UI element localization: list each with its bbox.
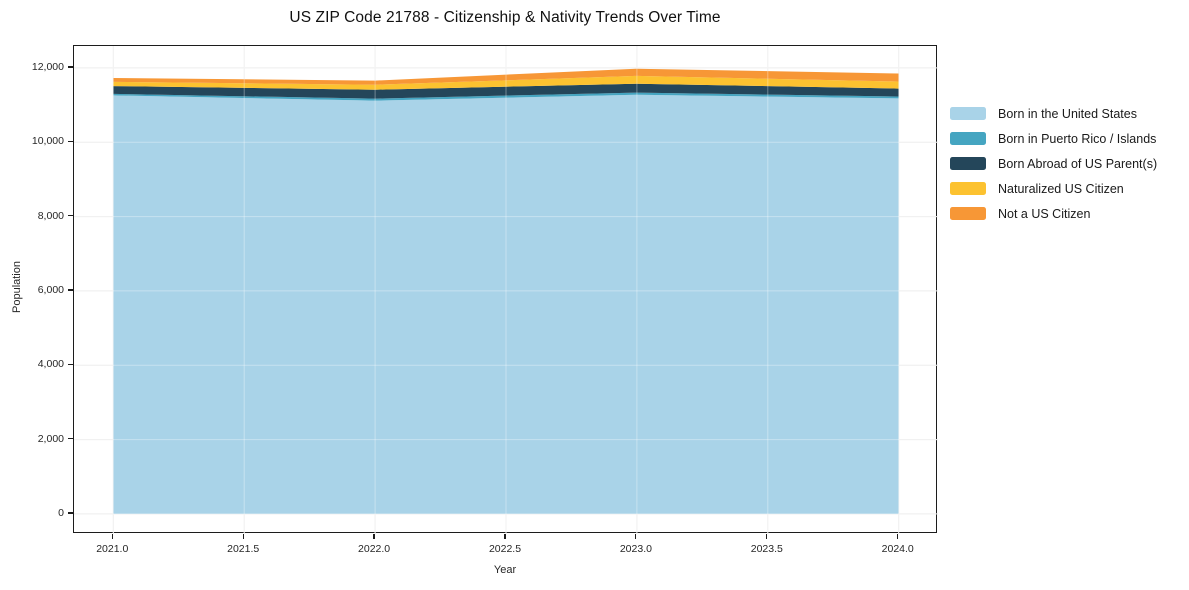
legend-label: Naturalized US Citizen <box>998 181 1124 196</box>
x-tick-mark <box>766 534 768 539</box>
x-tick-label: 2024.0 <box>881 543 914 555</box>
legend-item-born-abroad-of-us-parent-s: Born Abroad of US Parent(s) <box>950 151 1157 176</box>
legend-label: Born in the United States <box>998 106 1137 121</box>
area-naturalized-us-citizen <box>113 75 899 90</box>
area-born-in-the-united-states <box>113 94 899 514</box>
y-tick-label: 2,000 <box>37 432 64 445</box>
x-tick-mark <box>373 534 375 539</box>
legend-swatch-icon <box>950 107 986 120</box>
y-tick-mark <box>68 66 73 68</box>
y-tick-mark <box>68 214 73 217</box>
stacked-area-chart <box>74 46 938 534</box>
x-tick-mark <box>111 534 113 539</box>
chart-title: US ZIP Code 21788 - Citizenship & Nativi… <box>289 9 721 26</box>
legend-item-born-in-the-united-states: Born in the United States <box>950 101 1157 126</box>
y-tick-label: 4,000 <box>37 358 64 371</box>
legend-item-not-a-us-citizen: Not a US Citizen <box>950 201 1157 226</box>
area-born-abroad-of-us-parent-s <box>113 83 899 99</box>
y-tick-mark <box>68 512 73 514</box>
legend-swatch-icon <box>950 182 986 195</box>
y-tick-label: 10,000 <box>31 135 64 148</box>
legend-item-born-in-puerto-rico-islands: Born in Puerto Rico / Islands <box>950 126 1157 151</box>
x-tick-label: 2022.5 <box>488 543 522 555</box>
area-not-a-us-citizen <box>113 68 899 85</box>
x-tick-mark <box>242 534 244 539</box>
plot-area <box>73 45 938 534</box>
x-tick-label: 2021.0 <box>96 543 129 555</box>
y-tick-label: 12,000 <box>31 60 64 73</box>
x-tick-mark <box>635 534 637 539</box>
x-tick-label: 2023.5 <box>750 543 783 555</box>
y-axis-label: Population <box>11 261 23 313</box>
x-tick-label: 2023.0 <box>619 543 652 555</box>
legend-swatch-icon <box>950 207 986 220</box>
y-tick-label: 8,000 <box>37 209 64 222</box>
area-born-in-puerto-rico-islands <box>113 92 899 101</box>
legend-item-naturalized-us-citizen: Naturalized US Citizen <box>950 176 1157 201</box>
x-tick-label: 2021.5 <box>227 543 260 555</box>
y-tick-mark <box>68 140 73 142</box>
legend-swatch-icon <box>950 132 986 145</box>
x-tick-label: 2022.0 <box>358 543 391 555</box>
legend-label: Born in Puerto Rico / Islands <box>998 131 1157 146</box>
y-tick-mark <box>68 437 73 440</box>
y-tick-label: 6,000 <box>37 283 64 296</box>
x-tick-mark <box>897 534 899 539</box>
x-tick-mark <box>504 534 506 539</box>
y-tick-mark <box>68 289 73 291</box>
legend-label: Born Abroad of US Parent(s) <box>998 156 1158 171</box>
y-tick-label: 0 <box>58 506 64 519</box>
x-axis-label: Year <box>493 564 517 576</box>
legend: Born in the United States Born in Puerto … <box>950 101 1157 226</box>
y-tick-mark <box>68 363 73 365</box>
legend-swatch-icon <box>950 157 986 170</box>
legend-label: Not a US Citizen <box>998 206 1091 221</box>
